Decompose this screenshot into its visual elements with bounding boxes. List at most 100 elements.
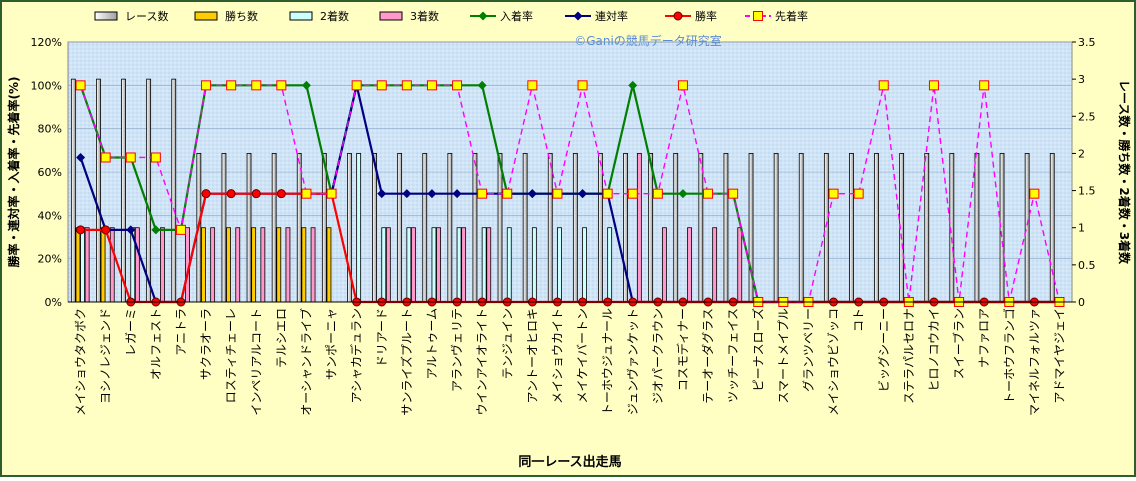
x-tick-label: トーホウジュナール: [601, 308, 615, 415]
bar: [1024, 153, 1030, 303]
bar: [582, 227, 587, 303]
marker: [402, 189, 412, 199]
x-tick-label: アルトゥーム: [425, 308, 439, 380]
marker: [928, 80, 939, 91]
bar: [662, 227, 667, 303]
bar: [431, 227, 437, 303]
bar: [201, 227, 206, 303]
bar: [874, 153, 879, 303]
bar: [271, 153, 277, 303]
legend-marker: [753, 11, 763, 21]
bar: [572, 153, 578, 303]
marker: [527, 189, 537, 199]
marker: [101, 225, 111, 235]
y2-tick-label: 0.5: [1078, 259, 1096, 272]
bar: [246, 153, 252, 303]
bar: [321, 153, 327, 303]
x-tick-label: ナファロア: [977, 308, 991, 368]
marker: [427, 189, 437, 199]
legend-marker: [478, 11, 488, 21]
marker: [351, 80, 362, 91]
legend-swatch: [194, 11, 218, 21]
marker: [226, 80, 237, 91]
x-tick-label: ヨシノレジェンド: [99, 308, 113, 404]
bar: [849, 153, 854, 303]
bar: [607, 227, 613, 303]
marker: [75, 80, 86, 91]
marker: [728, 188, 739, 199]
legend-label: 入着率: [500, 9, 533, 23]
legend-label: 連対率: [595, 9, 628, 23]
bar: [121, 78, 126, 303]
marker: [577, 80, 588, 91]
marker: [527, 80, 538, 91]
y-tick-label: 60%: [38, 166, 62, 179]
bar: [974, 153, 980, 303]
x-tick-label: テーオーダグラス: [700, 308, 715, 404]
bar: [924, 153, 930, 303]
watermark: ©Ganiの競馬データ研究室: [574, 33, 722, 48]
x-tick-label: レガーミ: [124, 308, 138, 356]
marker: [301, 188, 312, 199]
bar: [235, 227, 241, 303]
bar: [547, 153, 553, 303]
x-tick-label: オルフェスト: [149, 308, 163, 380]
marker: [703, 188, 714, 199]
bar: [296, 153, 302, 303]
x-tick-label: アドマイヤジェイ: [1052, 308, 1066, 404]
x-tick-label: ピーナスローズ: [750, 308, 765, 391]
marker: [201, 80, 212, 91]
marker: [76, 152, 86, 162]
x-tick-label: アニトラ: [174, 308, 188, 356]
marker: [377, 189, 387, 199]
x-tick-label: アシャカデュラン: [349, 308, 364, 404]
legend-marker: [573, 11, 583, 21]
y-tick-label: 120%: [31, 36, 62, 49]
x-tick-label: マイネルフォルツァ: [1027, 308, 1041, 416]
marker: [502, 188, 513, 199]
marker: [251, 80, 262, 91]
y2-tick-label: 2.5: [1078, 110, 1096, 123]
marker: [853, 188, 864, 199]
bar: [96, 78, 101, 303]
marker: [426, 80, 437, 91]
marker: [251, 189, 261, 199]
bar: [326, 227, 332, 303]
bar: [226, 227, 231, 303]
bar: [472, 153, 478, 303]
bar: [687, 227, 692, 303]
x-tick-label: サクラオーラ: [199, 308, 213, 380]
bar: [385, 227, 391, 303]
x-tick-label: アントーオヒロキ: [525, 308, 539, 404]
marker: [125, 152, 136, 163]
legend-label: 3着数: [410, 9, 439, 23]
bar: [210, 227, 216, 303]
y-tick-label: 0%: [45, 296, 62, 309]
bar: [636, 153, 642, 303]
legend-swatch: [289, 11, 313, 21]
bar: [406, 227, 412, 303]
bar: [372, 153, 377, 303]
bar: [75, 227, 81, 303]
bar: [134, 227, 140, 303]
x-tick-label: ドリアード: [375, 308, 389, 367]
legend-label: 2着数: [320, 9, 349, 23]
x-tick-label: トーホウフランゴ: [1001, 308, 1016, 404]
x-tick-label: ツッチーフェイス: [726, 308, 740, 403]
marker: [100, 152, 111, 163]
marker: [276, 80, 287, 91]
bar: [397, 153, 403, 303]
bar: [411, 227, 416, 303]
bar: [301, 227, 307, 303]
legend-swatch: [94, 11, 118, 21]
y2-axis-title: レース数・勝ち数・2着数・3着数: [1117, 80, 1132, 265]
bar: [698, 153, 704, 303]
bar: [160, 227, 165, 303]
marker: [678, 189, 688, 199]
marker: [76, 225, 86, 235]
bar: [798, 153, 804, 303]
legend-swatch: [379, 11, 403, 21]
bar: [356, 153, 362, 303]
marker: [452, 80, 463, 91]
